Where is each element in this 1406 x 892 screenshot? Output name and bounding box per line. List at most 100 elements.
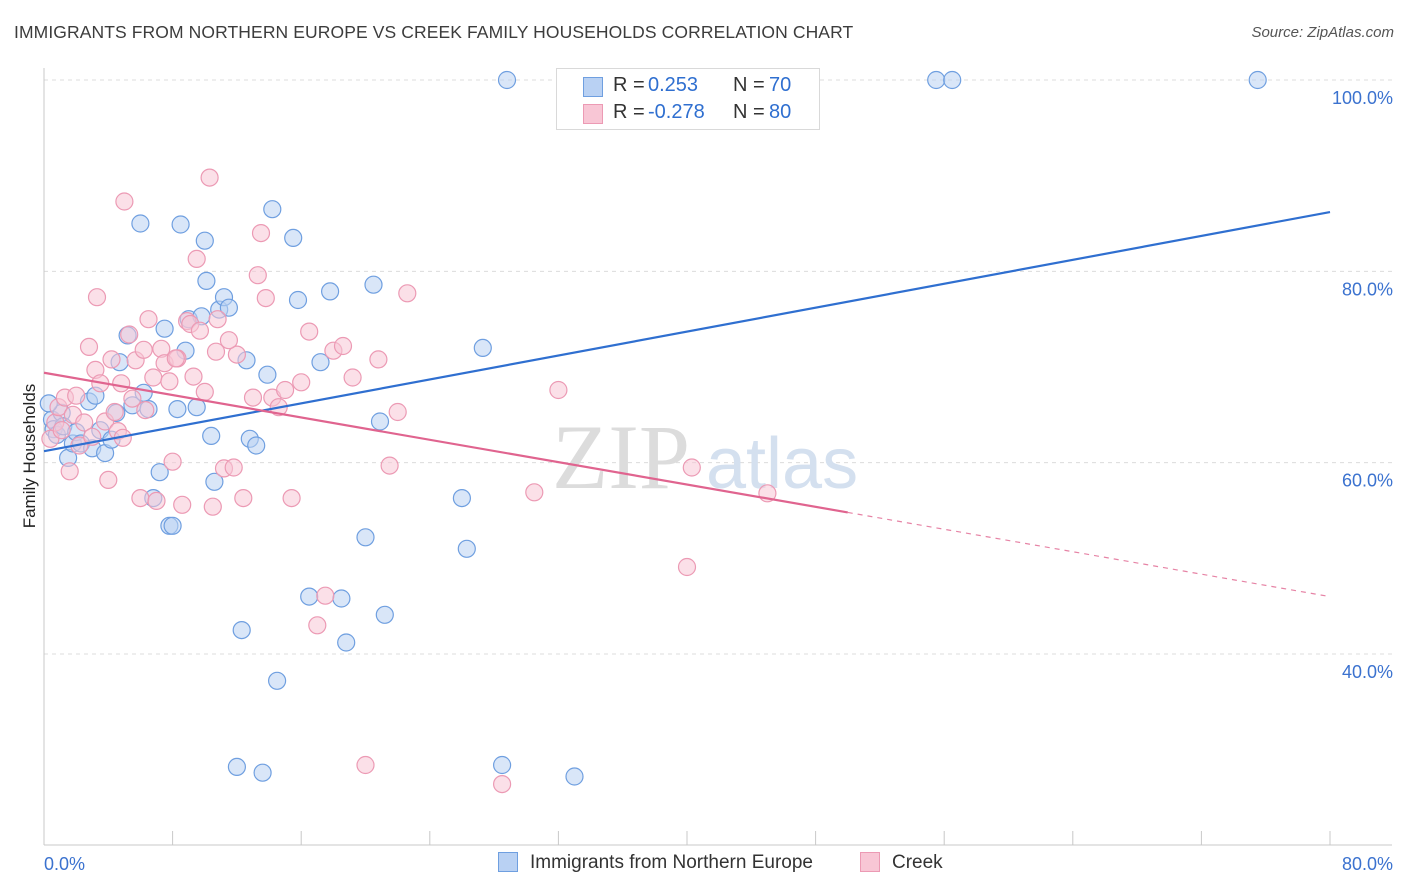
point-creek	[102, 350, 121, 369]
stats-n-label: N =	[733, 101, 765, 123]
point-creek	[388, 402, 407, 422]
point-creek	[227, 345, 246, 364]
point-northern-europe	[332, 589, 351, 608]
point-northern-europe	[150, 463, 169, 482]
y-tick-label: 80.0%	[1342, 279, 1393, 299]
point-creek	[134, 340, 153, 359]
point-northern-europe	[497, 70, 517, 90]
point-northern-europe	[375, 605, 394, 624]
legend-item-northern-europe[interactable]: Immigrants from Northern Europe	[498, 852, 813, 874]
point-creek	[525, 483, 544, 502]
point-creek	[234, 489, 253, 508]
point-creek	[203, 497, 222, 516]
y-tick-label: 60.0%	[1342, 471, 1393, 491]
x-tick-labels: 0.0% 80.0%	[44, 854, 1393, 874]
legend-swatch-creek	[860, 852, 880, 872]
point-northern-europe	[565, 767, 584, 786]
stats-row-northern-europe: R = 0.253 N = 70	[557, 74, 821, 100]
point-creek	[343, 368, 362, 387]
stats-r-label: R =	[613, 101, 645, 123]
series-creek	[41, 168, 777, 794]
point-northern-europe	[155, 319, 174, 338]
watermark: ZIP atlas	[552, 406, 858, 508]
point-creek	[131, 489, 150, 508]
point-creek	[333, 336, 353, 356]
point-creek	[256, 289, 275, 308]
chart-title: IMMIGRANTS FROM NORTHERN EUROPE VS CREEK…	[14, 22, 854, 42]
stats-row-creek: R = -0.278 N = 80	[557, 101, 821, 127]
point-creek	[251, 224, 271, 243]
point-northern-europe	[473, 338, 492, 357]
point-northern-europe	[195, 231, 214, 250]
point-creek	[243, 388, 263, 407]
point-creek	[147, 491, 166, 510]
point-creek	[248, 266, 267, 285]
stats-r-value: -0.278	[648, 101, 705, 123]
y-tick-labels: 40.0% 60.0% 80.0% 100.0%	[1332, 88, 1393, 682]
point-northern-europe	[356, 528, 375, 547]
y-axis-label: Family Households	[20, 384, 39, 529]
point-creek	[166, 349, 185, 368]
legend-label-northern-europe: Immigrants from Northern Europe	[530, 852, 813, 873]
point-creek	[398, 284, 417, 303]
point-northern-europe	[370, 412, 390, 431]
point-northern-europe	[321, 282, 340, 301]
point-creek	[112, 374, 131, 393]
point-northern-europe	[258, 365, 277, 384]
point-northern-europe	[202, 426, 221, 445]
point-northern-europe	[197, 271, 216, 290]
point-creek	[682, 458, 701, 477]
trend-line-northern-europe	[43, 210, 1331, 453]
point-creek	[224, 458, 243, 477]
point-creek	[120, 325, 139, 344]
point-northern-europe	[284, 228, 303, 247]
point-northern-europe	[247, 436, 266, 455]
point-creek	[195, 382, 214, 401]
chart-legend: Immigrants from Northern Europe Creek	[0, 852, 1406, 878]
stats-swatch-northern-europe	[583, 77, 603, 97]
x-tick-label: 0.0%	[44, 854, 85, 874]
point-creek	[276, 380, 295, 400]
x-tick-label: 80.0%	[1342, 854, 1393, 874]
stats-r-label: R =	[613, 74, 645, 96]
y-tick-label: 40.0%	[1342, 662, 1393, 682]
point-creek	[105, 402, 124, 422]
point-creek	[187, 249, 206, 268]
point-northern-europe	[232, 620, 251, 640]
stats-r-value: 0.253	[648, 74, 699, 96]
point-northern-europe	[268, 671, 287, 690]
point-creek	[67, 386, 86, 405]
point-northern-europe	[253, 763, 272, 782]
point-northern-europe	[263, 200, 282, 219]
point-northern-europe	[131, 214, 150, 233]
point-creek	[493, 774, 512, 794]
gridlines	[44, 79, 1392, 655]
point-creek	[115, 192, 134, 211]
point-northern-europe	[1248, 70, 1267, 90]
point-creek	[380, 456, 399, 475]
point-creek	[60, 462, 79, 481]
legend-item-creek[interactable]: Creek	[860, 852, 943, 874]
point-creek	[79, 337, 99, 356]
point-creek	[123, 389, 142, 408]
point-creek	[208, 310, 227, 329]
point-creek	[173, 495, 192, 514]
point-creek	[163, 452, 182, 471]
point-creek	[677, 557, 697, 577]
y-tick-label: 100.0%	[1332, 88, 1393, 108]
point-northern-europe	[219, 298, 238, 317]
point-northern-europe	[168, 400, 187, 419]
point-creek	[206, 342, 226, 361]
point-creek	[144, 368, 163, 387]
stats-legend: R = 0.253 N = 70 R = -0.278 N = 80	[556, 68, 820, 130]
trend-lines	[43, 210, 1331, 598]
chart-source: Source: ZipAtlas.com	[1251, 24, 1394, 41]
point-northern-europe	[227, 757, 246, 777]
watermark-zip: ZIP	[552, 406, 690, 508]
point-creek	[292, 373, 311, 392]
point-creek	[87, 288, 107, 307]
point-creek	[160, 372, 179, 391]
point-northern-europe	[171, 215, 190, 234]
point-creek	[219, 331, 238, 350]
